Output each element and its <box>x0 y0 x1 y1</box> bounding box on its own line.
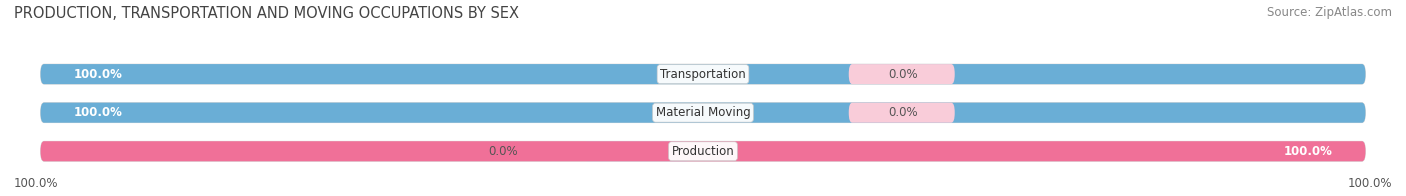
Text: Material Moving: Material Moving <box>655 106 751 119</box>
FancyBboxPatch shape <box>41 64 1365 84</box>
Text: 0.0%: 0.0% <box>889 68 918 81</box>
Text: Source: ZipAtlas.com: Source: ZipAtlas.com <box>1267 6 1392 19</box>
FancyBboxPatch shape <box>41 141 1365 161</box>
FancyBboxPatch shape <box>41 103 1365 123</box>
FancyBboxPatch shape <box>41 141 1365 161</box>
Text: 100.0%: 100.0% <box>1284 145 1333 158</box>
Text: 100.0%: 100.0% <box>73 68 122 81</box>
Text: 100.0%: 100.0% <box>1347 177 1392 190</box>
Text: 0.0%: 0.0% <box>488 145 517 158</box>
FancyBboxPatch shape <box>849 103 955 123</box>
FancyBboxPatch shape <box>41 103 1365 123</box>
Text: 0.0%: 0.0% <box>889 106 918 119</box>
Text: 100.0%: 100.0% <box>73 106 122 119</box>
FancyBboxPatch shape <box>583 141 690 161</box>
FancyBboxPatch shape <box>41 64 1365 84</box>
Text: PRODUCTION, TRANSPORTATION AND MOVING OCCUPATIONS BY SEX: PRODUCTION, TRANSPORTATION AND MOVING OC… <box>14 6 519 21</box>
FancyBboxPatch shape <box>849 64 955 84</box>
Text: Transportation: Transportation <box>661 68 745 81</box>
Text: Production: Production <box>672 145 734 158</box>
Text: 100.0%: 100.0% <box>14 177 59 190</box>
